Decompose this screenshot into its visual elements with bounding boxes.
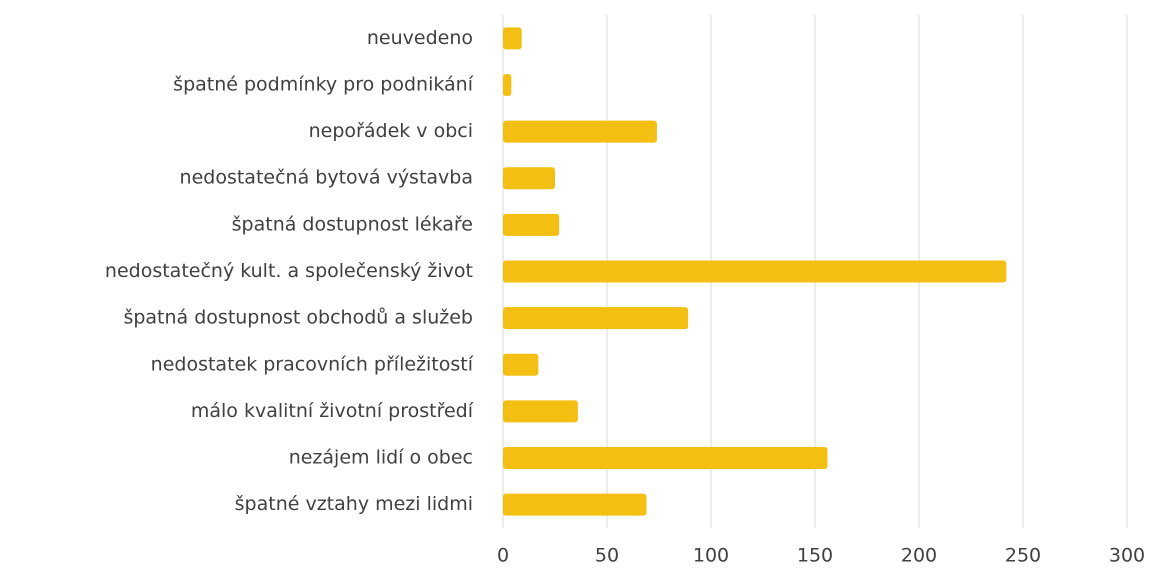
x-tick-label: 150: [797, 545, 833, 567]
y-tick-label: neuvedeno: [367, 27, 473, 49]
y-tick-label: nedostatečný kult. a společenský život: [105, 260, 473, 282]
x-tick-label: 300: [1109, 545, 1145, 567]
y-tick-label: nedostatek pracovních příležitostí: [151, 353, 474, 375]
y-tick-label: špatné podmínky pro podnikání: [173, 73, 474, 95]
bar: [503, 73, 512, 96]
y-tick-label: špatné vztahy mezi lidmi: [235, 493, 473, 515]
y-tick-label: nezájem lidí o obec: [289, 447, 473, 469]
bar: [503, 167, 555, 190]
y-tick-label: špatná dostupnost obchodů a služeb: [123, 307, 473, 329]
y-tick-label: špatná dostupnost lékaře: [232, 213, 473, 235]
bar: [503, 27, 522, 50]
x-tick-label: 250: [1005, 545, 1041, 567]
x-tick-label: 200: [901, 545, 937, 567]
y-tick-label: nepořádek v obci: [309, 120, 473, 142]
bar: [503, 353, 539, 376]
bar: [503, 447, 828, 470]
bar: [503, 307, 689, 330]
bar: [503, 213, 560, 236]
bar: [503, 493, 647, 516]
bar: [503, 260, 1007, 283]
y-tick-label: málo kvalitní životní prostředí: [191, 400, 474, 422]
y-tick-label: nedostatečná bytová výstavba: [180, 167, 473, 189]
x-tick-label: 0: [497, 545, 509, 567]
bar: [503, 400, 578, 423]
bar: [503, 120, 657, 143]
x-tick-label: 50: [595, 545, 619, 567]
x-tick-label: 100: [693, 545, 729, 567]
